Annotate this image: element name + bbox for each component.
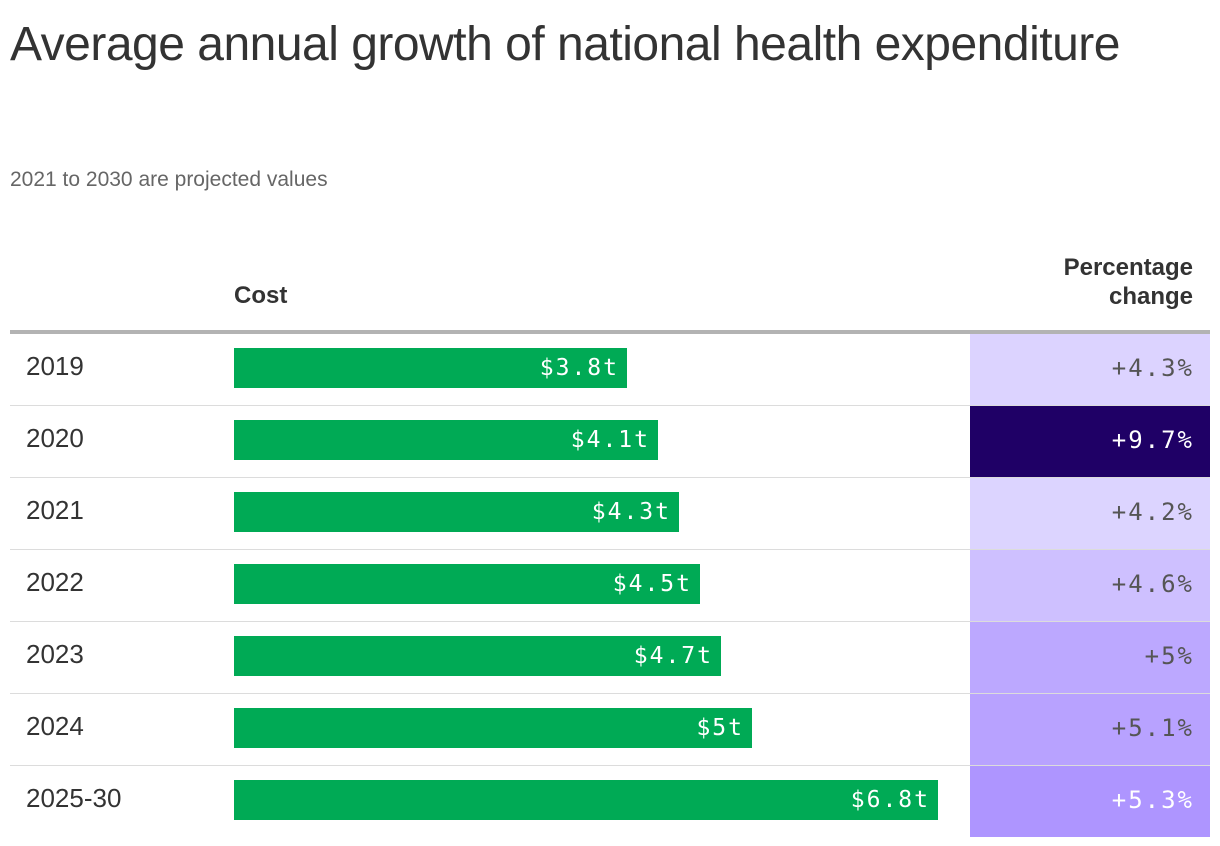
percentage-change-column-header: Percentage change bbox=[1063, 254, 1193, 310]
percentage-change-cell: +4.2% bbox=[970, 478, 1210, 549]
cost-bar-label: $4.5t bbox=[612, 571, 692, 597]
cost-bar: $5t bbox=[234, 708, 752, 748]
chart-rows: 2019 $3.8t +4.3% 2020 $4.1t +9.7% 2021 $4.3t +4.… bbox=[10, 334, 1210, 837]
percentage-change-cell: +9.7% bbox=[970, 406, 1210, 477]
table-row: 2022 $4.5t +4.6% bbox=[10, 550, 1210, 622]
percentage-change-label: +5.1% bbox=[1111, 714, 1194, 742]
cost-bar: $4.3t bbox=[234, 492, 679, 532]
cost-bar: $4.1t bbox=[234, 420, 658, 460]
percentage-change-cell: +5.1% bbox=[970, 694, 1210, 765]
table-row: 2020 $4.1t +9.7% bbox=[10, 406, 1210, 478]
cost-bar: $3.8t bbox=[234, 348, 627, 388]
percentage-change-label: +4.2% bbox=[1111, 498, 1194, 526]
percentage-change-cell: +4.3% bbox=[970, 334, 1210, 405]
row-year-label: 2019 bbox=[26, 351, 84, 381]
percentage-change-label: +4.6% bbox=[1111, 570, 1194, 598]
chart-title: Average annual growth of national health… bbox=[10, 18, 1120, 71]
table-row: 2024 $5t +5.1% bbox=[10, 694, 1210, 766]
table-row: 2021 $4.3t +4.2% bbox=[10, 478, 1210, 550]
cost-bar: $6.8t bbox=[234, 780, 938, 820]
cost-bar-label: $4.3t bbox=[591, 499, 671, 525]
cost-bar-label: $4.1t bbox=[570, 427, 650, 453]
percentage-change-cell: +4.6% bbox=[970, 550, 1210, 621]
row-year-label: 2020 bbox=[26, 423, 84, 453]
row-year-label: 2024 bbox=[26, 711, 84, 741]
cost-column-header: Cost bbox=[234, 282, 288, 309]
cost-bar: $4.7t bbox=[234, 636, 721, 676]
header-divider bbox=[10, 330, 1210, 334]
cost-bar-label: $3.8t bbox=[539, 355, 619, 381]
percentage-change-cell: +5% bbox=[970, 622, 1210, 693]
percentage-change-cell: +5.3% bbox=[970, 766, 1210, 837]
percentage-change-label: +4.3% bbox=[1111, 354, 1194, 382]
cost-bar-label: $5t bbox=[696, 715, 744, 741]
cost-bar-label: $4.7t bbox=[633, 643, 713, 669]
row-year-label: 2021 bbox=[26, 495, 84, 525]
table-row: 2019 $3.8t +4.3% bbox=[10, 334, 1210, 406]
cost-bar-label: $6.8t bbox=[850, 787, 930, 813]
row-year-label: 2022 bbox=[26, 567, 84, 597]
row-year-label: 2025-30 bbox=[26, 783, 122, 813]
cost-bar: $4.5t bbox=[234, 564, 700, 604]
table-row: 2025-30 $6.8t +5.3% bbox=[10, 766, 1210, 837]
row-year-label: 2023 bbox=[26, 639, 84, 669]
percentage-change-label: +5.3% bbox=[1111, 786, 1194, 814]
percentage-change-label: +9.7% bbox=[1111, 426, 1194, 454]
percentage-change-label: +5% bbox=[1144, 642, 1194, 670]
chart-subtitle: 2021 to 2030 are projected values bbox=[10, 168, 328, 191]
table-row: 2023 $4.7t +5% bbox=[10, 622, 1210, 694]
